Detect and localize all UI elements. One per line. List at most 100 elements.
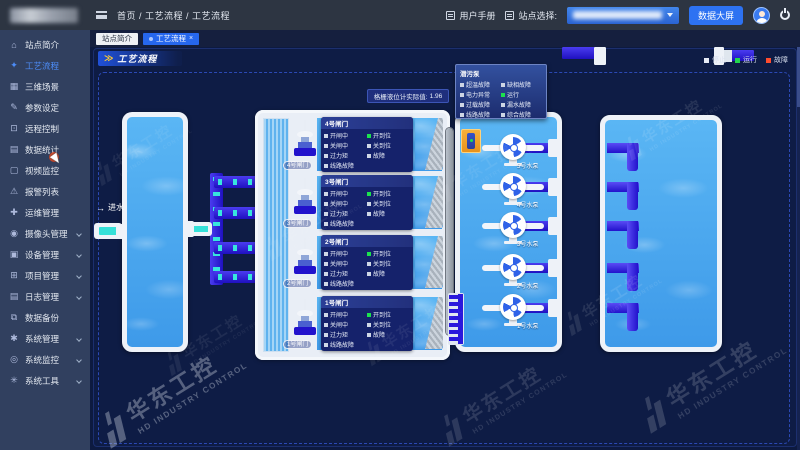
inlet-tank (122, 112, 188, 352)
pump-sump-tank: 5号水泵 4号水泵 (455, 112, 562, 352)
tab[interactable]: 工艺流程 × (143, 32, 200, 45)
avatar[interactable] (753, 6, 770, 24)
gate-name-chip: 1号闸门 (283, 340, 313, 349)
menu-collapse-icon[interactable] (96, 11, 107, 19)
tab[interactable]: 站点简介 × (96, 32, 138, 45)
sidebar-item[interactable]: ⧉ 数据备份 (0, 307, 90, 328)
gate-status-panel: 2号闸门 开闸中 (321, 235, 413, 290)
status-label: 线路故障 (330, 164, 355, 170)
gate-valve-icon[interactable] (293, 238, 317, 276)
sidebar-item-label: 站点简介 (25, 39, 60, 50)
gate-valve-icon[interactable] (293, 120, 317, 158)
sidebar-item[interactable]: ✚ 运维管理 (0, 202, 90, 223)
status-label: 过载故障 (466, 103, 491, 109)
tab-close-icon[interactable]: × (189, 35, 194, 42)
pump-rows: 5号水泵 4号水泵 (460, 117, 559, 347)
sidebar-item[interactable]: ⌂ 站点简介 (0, 34, 90, 55)
pipe-trunk (210, 173, 223, 285)
pump-row: 1号水泵 (460, 294, 559, 330)
sidebar-item[interactable]: ⚠ 报警列表 (0, 181, 90, 202)
gate-status-items: 开闸中 开到位 (321, 308, 413, 351)
pump-icon[interactable] (500, 134, 526, 160)
pump-icon[interactable] (500, 254, 526, 280)
sidebar-item[interactable]: ▤ 数据统计 (0, 139, 90, 160)
gate-status-item: 开闸中 (324, 310, 367, 319)
gate-status-item: 线路故障 (324, 279, 367, 288)
gate-valve-icon[interactable] (293, 299, 317, 337)
power-icon[interactable] (780, 8, 790, 20)
tooltip-status-item: 漏水故障 (501, 100, 542, 109)
site-select-dropdown[interactable] (566, 6, 679, 24)
pump-row: 3号水泵 (460, 212, 559, 248)
pipe-flange (548, 217, 559, 235)
pipe-branch (214, 207, 264, 219)
gate-status-item: 关到位 (367, 259, 410, 268)
sidebar-item[interactable]: ▢ 视频监控 (0, 160, 90, 181)
chevron-down-icon (76, 230, 82, 237)
gate-status-item: 开闸中 (324, 189, 367, 198)
pump-icon[interactable] (500, 173, 526, 199)
status-square (460, 112, 464, 117)
status-legend: 停止 运行 故障 (704, 55, 788, 65)
sidebar-item[interactable]: ✱ 系统管理 (0, 328, 90, 349)
pump-icon[interactable] (500, 212, 526, 238)
status-square (367, 133, 371, 138)
sidebar-item-label: 参数设定 (25, 102, 60, 113)
sidebar-item[interactable]: ✦ 工艺流程 (0, 55, 90, 76)
user-manual-link[interactable]: 用户手册 (446, 9, 495, 22)
status-label: 运行 (507, 93, 520, 99)
pump-row: 2号水泵 (460, 254, 559, 290)
status-label: 超温故障 (466, 83, 491, 89)
gate-status-item: 开到位 (367, 131, 410, 140)
gate-name-chip: 3号闸门 (283, 219, 313, 228)
panel-title-label: 工艺流程 (117, 54, 158, 64)
gate-status-item: 故障 (367, 330, 410, 339)
gate-status-item: 故障 (367, 151, 410, 160)
status-label: 开到位 (373, 134, 392, 140)
tooltip-status-item: 综合故障 (501, 110, 542, 119)
rake-screen (448, 293, 464, 345)
sidebar-item[interactable]: ⊡ 远程控制 (0, 118, 90, 139)
status-square (367, 211, 371, 216)
gate-name-chip: 2号闸门 (283, 279, 313, 288)
status-label: 开闸中 (330, 134, 349, 140)
scrollbar[interactable] (797, 47, 800, 450)
big-screen-button[interactable]: 数据大屏 (688, 5, 743, 25)
sidebar-item[interactable]: ▤ 日志管理 (0, 286, 90, 307)
status-square (460, 82, 464, 87)
gate-status-item: 故障 (367, 209, 410, 218)
screen-channel-structure: 4号闸门 4号闸门 开闸中 (255, 110, 450, 360)
elbow-pipe (607, 143, 639, 173)
pipe-flange (548, 139, 559, 157)
sidebar-item[interactable]: ✎ 参数设定 (0, 97, 90, 118)
screen-cell (415, 118, 443, 170)
gate-row: 2号闸门 2号闸门 开闸中 (261, 234, 444, 291)
pump-label: 1号水泵 (517, 324, 539, 330)
sidebar-item-label: 报警列表 (25, 186, 60, 197)
gate-panel-title: 4号闸门 (321, 117, 413, 129)
pipe-flange (548, 178, 559, 196)
gate-name-chip: 4号闸门 (283, 161, 313, 170)
sidebar-item[interactable]: ◎ 系统监控 (0, 349, 90, 370)
arrow-right-icon (96, 203, 105, 213)
pump-label: 3号水泵 (517, 242, 539, 248)
sidebar-item[interactable]: ✳ 系统工具 (0, 370, 90, 391)
inlet-label: 进水 (96, 202, 124, 213)
top-bar: 首页 / 工艺流程 / 工艺流程 用户手册 站点选择: 数据大屏 (0, 0, 800, 30)
status-square (324, 201, 328, 206)
gate-status-items: 开闸中 开到位 (321, 187, 413, 230)
tab-label: 站点简介 (102, 34, 132, 43)
status-label: 故障 (373, 333, 386, 339)
legend-label: 运行 (743, 57, 757, 64)
sidebar-item-label: 设备管理 (25, 249, 60, 260)
selected-pump-icon[interactable] (461, 129, 481, 153)
sidebar-item[interactable]: ⊞ 项目管理 (0, 265, 90, 286)
sidebar-item[interactable]: ▦ 三维场景 (0, 76, 90, 97)
sidebar-item[interactable]: ▣ 设备管理 (0, 244, 90, 265)
sidebar-item[interactable]: ◉ 摄像头管理 (0, 223, 90, 244)
gate-status-item: 开闸中 (324, 131, 367, 140)
pump-icon[interactable] (500, 294, 526, 320)
gate-valve-icon[interactable] (293, 178, 317, 216)
status-label: 过力矩 (330, 333, 349, 339)
